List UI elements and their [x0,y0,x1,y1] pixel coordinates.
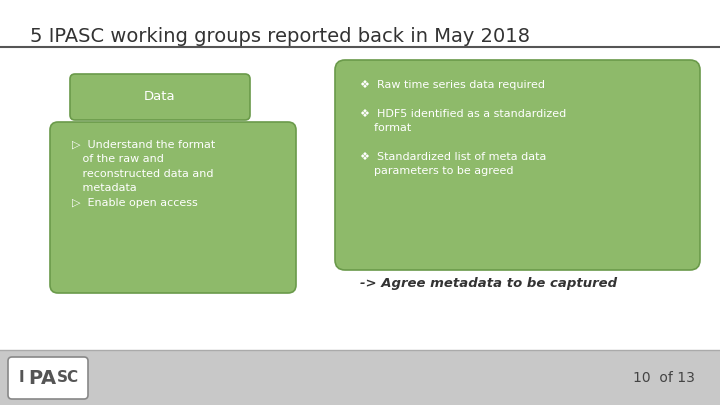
Text: ▷  Understand the format
   of the raw and
   reconstructed data and
   metadata: ▷ Understand the format of the raw and r… [72,140,215,208]
Text: ❖  Raw time series data required

❖  HDF5 identified as a standardized
    forma: ❖ Raw time series data required ❖ HDF5 i… [360,80,566,177]
FancyBboxPatch shape [8,357,88,399]
Text: SC: SC [57,371,79,386]
FancyBboxPatch shape [50,122,296,293]
FancyBboxPatch shape [335,60,700,270]
FancyBboxPatch shape [70,74,250,120]
Text: Data: Data [144,90,176,104]
Text: 5 IPASC working groups reported back in May 2018: 5 IPASC working groups reported back in … [30,27,530,46]
Text: -> Agree metadata to be captured: -> Agree metadata to be captured [360,277,617,290]
Text: 10  of 13: 10 of 13 [633,371,695,385]
Text: P: P [28,369,42,388]
FancyBboxPatch shape [0,350,720,405]
Text: A: A [41,369,56,388]
Text: I: I [19,371,24,386]
